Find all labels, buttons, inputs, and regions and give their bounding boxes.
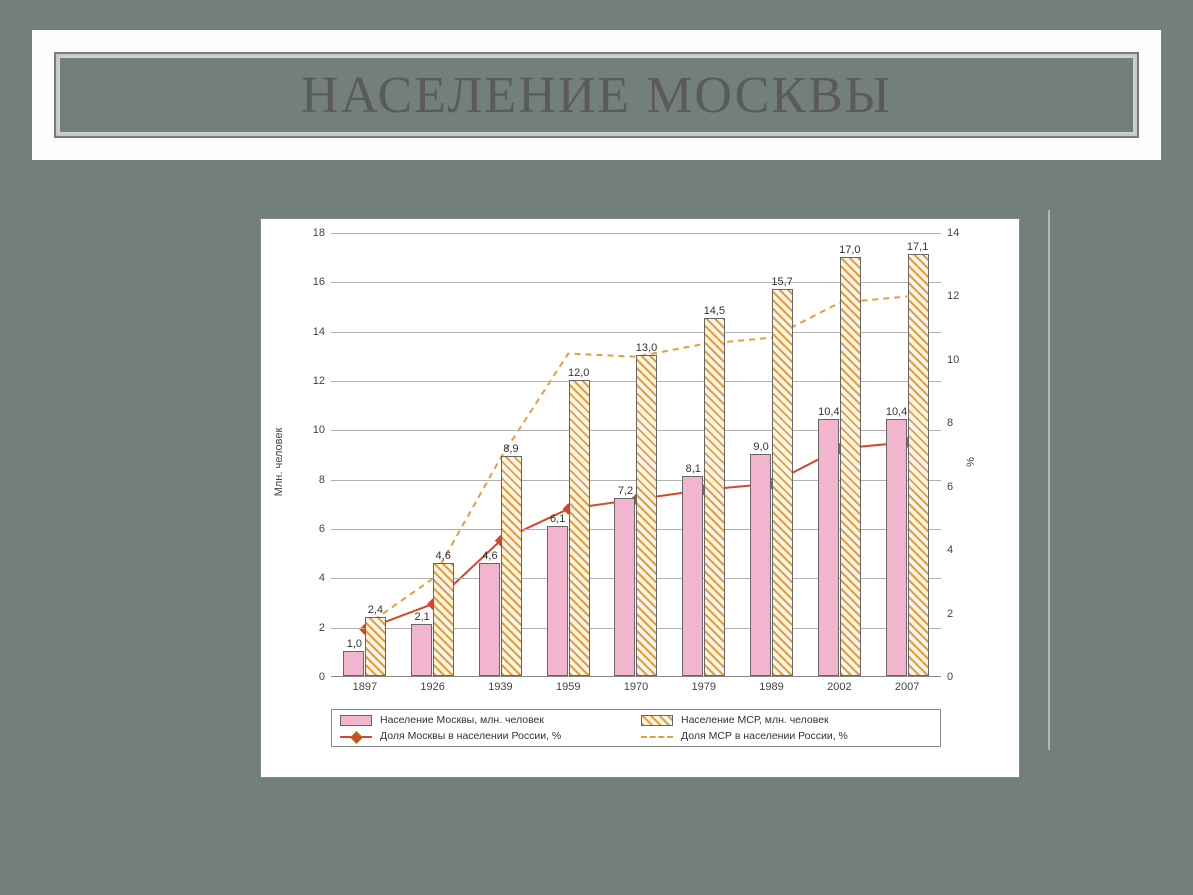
x-tick: 2007 — [895, 681, 919, 693]
legend-swatch — [641, 715, 673, 726]
bar-mcr-pop — [569, 380, 590, 676]
bar-moscow-pop — [411, 624, 432, 676]
bar-moscow-pop — [750, 454, 771, 676]
legend-label: Доля Москвы в населении России, % — [380, 730, 561, 742]
bar-moscow-pop — [818, 419, 839, 676]
y-left-tick: 12 — [301, 375, 325, 387]
y-left-tick: 0 — [301, 671, 325, 683]
x-tick: 1979 — [692, 681, 716, 693]
data-label-mcr: 14,5 — [704, 305, 725, 317]
data-label-moscow: 2,1 — [415, 611, 430, 623]
y-left-tick: 2 — [301, 622, 325, 634]
x-tick: 1959 — [556, 681, 580, 693]
data-label-mcr: 8,9 — [503, 443, 518, 455]
data-label-moscow: 1,0 — [347, 638, 362, 650]
x-tick: 1897 — [353, 681, 377, 693]
legend-label: Доля МСР в населении России, % — [681, 730, 848, 742]
bar-group — [750, 232, 793, 676]
y-right-tick: 10 — [947, 354, 959, 366]
data-label-moscow: 4,6 — [482, 550, 497, 562]
y-left-tick: 16 — [301, 276, 325, 288]
legend-label: Население МСР, млн. человек — [681, 714, 829, 726]
data-label-mcr: 17,1 — [907, 241, 928, 253]
legend-moscow-pop: Население Москвы, млн. человек — [340, 714, 631, 726]
bar-moscow-pop — [343, 651, 364, 676]
bar-moscow-pop — [614, 498, 635, 676]
bar-group — [547, 232, 590, 676]
bar-moscow-pop — [547, 526, 568, 676]
data-label-moscow: 8,1 — [686, 463, 701, 475]
plot-outer: 1,0 2,4 2,1 4,6 4,6 8,9 6,1 12,0 7,2 13,0 8,1 14,5 9… — [331, 233, 941, 691]
bar-group — [886, 232, 929, 676]
bar-moscow-pop — [682, 476, 703, 676]
bar-mcr-pop — [433, 563, 454, 676]
legend-swatch — [641, 731, 673, 742]
x-tick: 1970 — [624, 681, 648, 693]
legend-swatch — [340, 731, 372, 742]
y-right-tick: 14 — [947, 227, 959, 239]
bar-mcr-pop — [501, 456, 522, 676]
chart-container: 1,0 2,4 2,1 4,6 4,6 8,9 6,1 12,0 7,2 13,0 8,1 14,5 9… — [260, 218, 1020, 778]
legend-moscow-share: Доля Москвы в населении России, % — [340, 730, 631, 742]
legend-mcr-pop: Население МСР, млн. человек — [641, 714, 932, 726]
vertical-divider — [1048, 210, 1050, 750]
y-right-tick: 6 — [947, 481, 953, 493]
legend-mcr-share: Доля МСР в населении России, % — [641, 730, 932, 742]
x-tick: 1926 — [420, 681, 444, 693]
x-tick: 2002 — [827, 681, 851, 693]
y-right-tick: 2 — [947, 608, 953, 620]
y-axis-right-label: % — [965, 457, 977, 467]
bar-mcr-pop — [840, 257, 861, 676]
bar-moscow-pop — [886, 419, 907, 676]
bar-mcr-pop — [636, 355, 657, 676]
data-label-moscow: 9,0 — [753, 441, 768, 453]
data-label-moscow: 7,2 — [618, 485, 633, 497]
bar-mcr-pop — [704, 318, 725, 676]
slide-title: НАСЕЛЕНИЕ МОСКВЫ — [301, 66, 892, 125]
data-label-mcr: 12,0 — [568, 367, 589, 379]
title-panel: НАСЕЛЕНИЕ МОСКВЫ — [32, 30, 1161, 160]
legend-label: Население Москвы, млн. человек — [380, 714, 544, 726]
bar-mcr-pop — [772, 289, 793, 676]
y-left-tick: 8 — [301, 474, 325, 486]
legend-swatch — [340, 715, 372, 726]
data-label-mcr: 4,6 — [436, 550, 451, 562]
plot-area: 1,0 2,4 2,1 4,6 4,6 8,9 6,1 12,0 7,2 13,0 8,1 14,5 9… — [331, 233, 941, 677]
x-tick: 1989 — [759, 681, 783, 693]
y-right-tick: 4 — [947, 544, 953, 556]
data-label-mcr: 17,0 — [839, 244, 860, 256]
bar-mcr-pop — [908, 254, 929, 676]
y-left-tick: 6 — [301, 523, 325, 535]
y-axis-left-label: Млн. человек — [273, 428, 285, 497]
y-left-tick: 4 — [301, 572, 325, 584]
data-label-moscow: 6,1 — [550, 513, 565, 525]
bar-group — [682, 232, 725, 676]
y-right-tick: 8 — [947, 417, 953, 429]
data-label-mcr: 15,7 — [771, 276, 792, 288]
y-left-tick: 14 — [301, 326, 325, 338]
bar-group — [818, 232, 861, 676]
data-label-mcr: 13,0 — [636, 342, 657, 354]
bar-group — [411, 232, 454, 676]
data-label-moscow: 10,4 — [886, 406, 907, 418]
bar-moscow-pop — [479, 563, 500, 676]
legend: Население Москвы, млн. человек Население … — [331, 709, 941, 747]
bar-mcr-pop — [365, 617, 386, 676]
y-left-tick: 10 — [301, 424, 325, 436]
data-label-mcr: 2,4 — [368, 604, 383, 616]
y-right-tick: 0 — [947, 671, 953, 683]
bar-group — [614, 232, 657, 676]
y-right-tick: 12 — [947, 290, 959, 302]
x-tick: 1939 — [488, 681, 512, 693]
y-left-tick: 18 — [301, 227, 325, 239]
data-label-moscow: 10,4 — [818, 406, 839, 418]
